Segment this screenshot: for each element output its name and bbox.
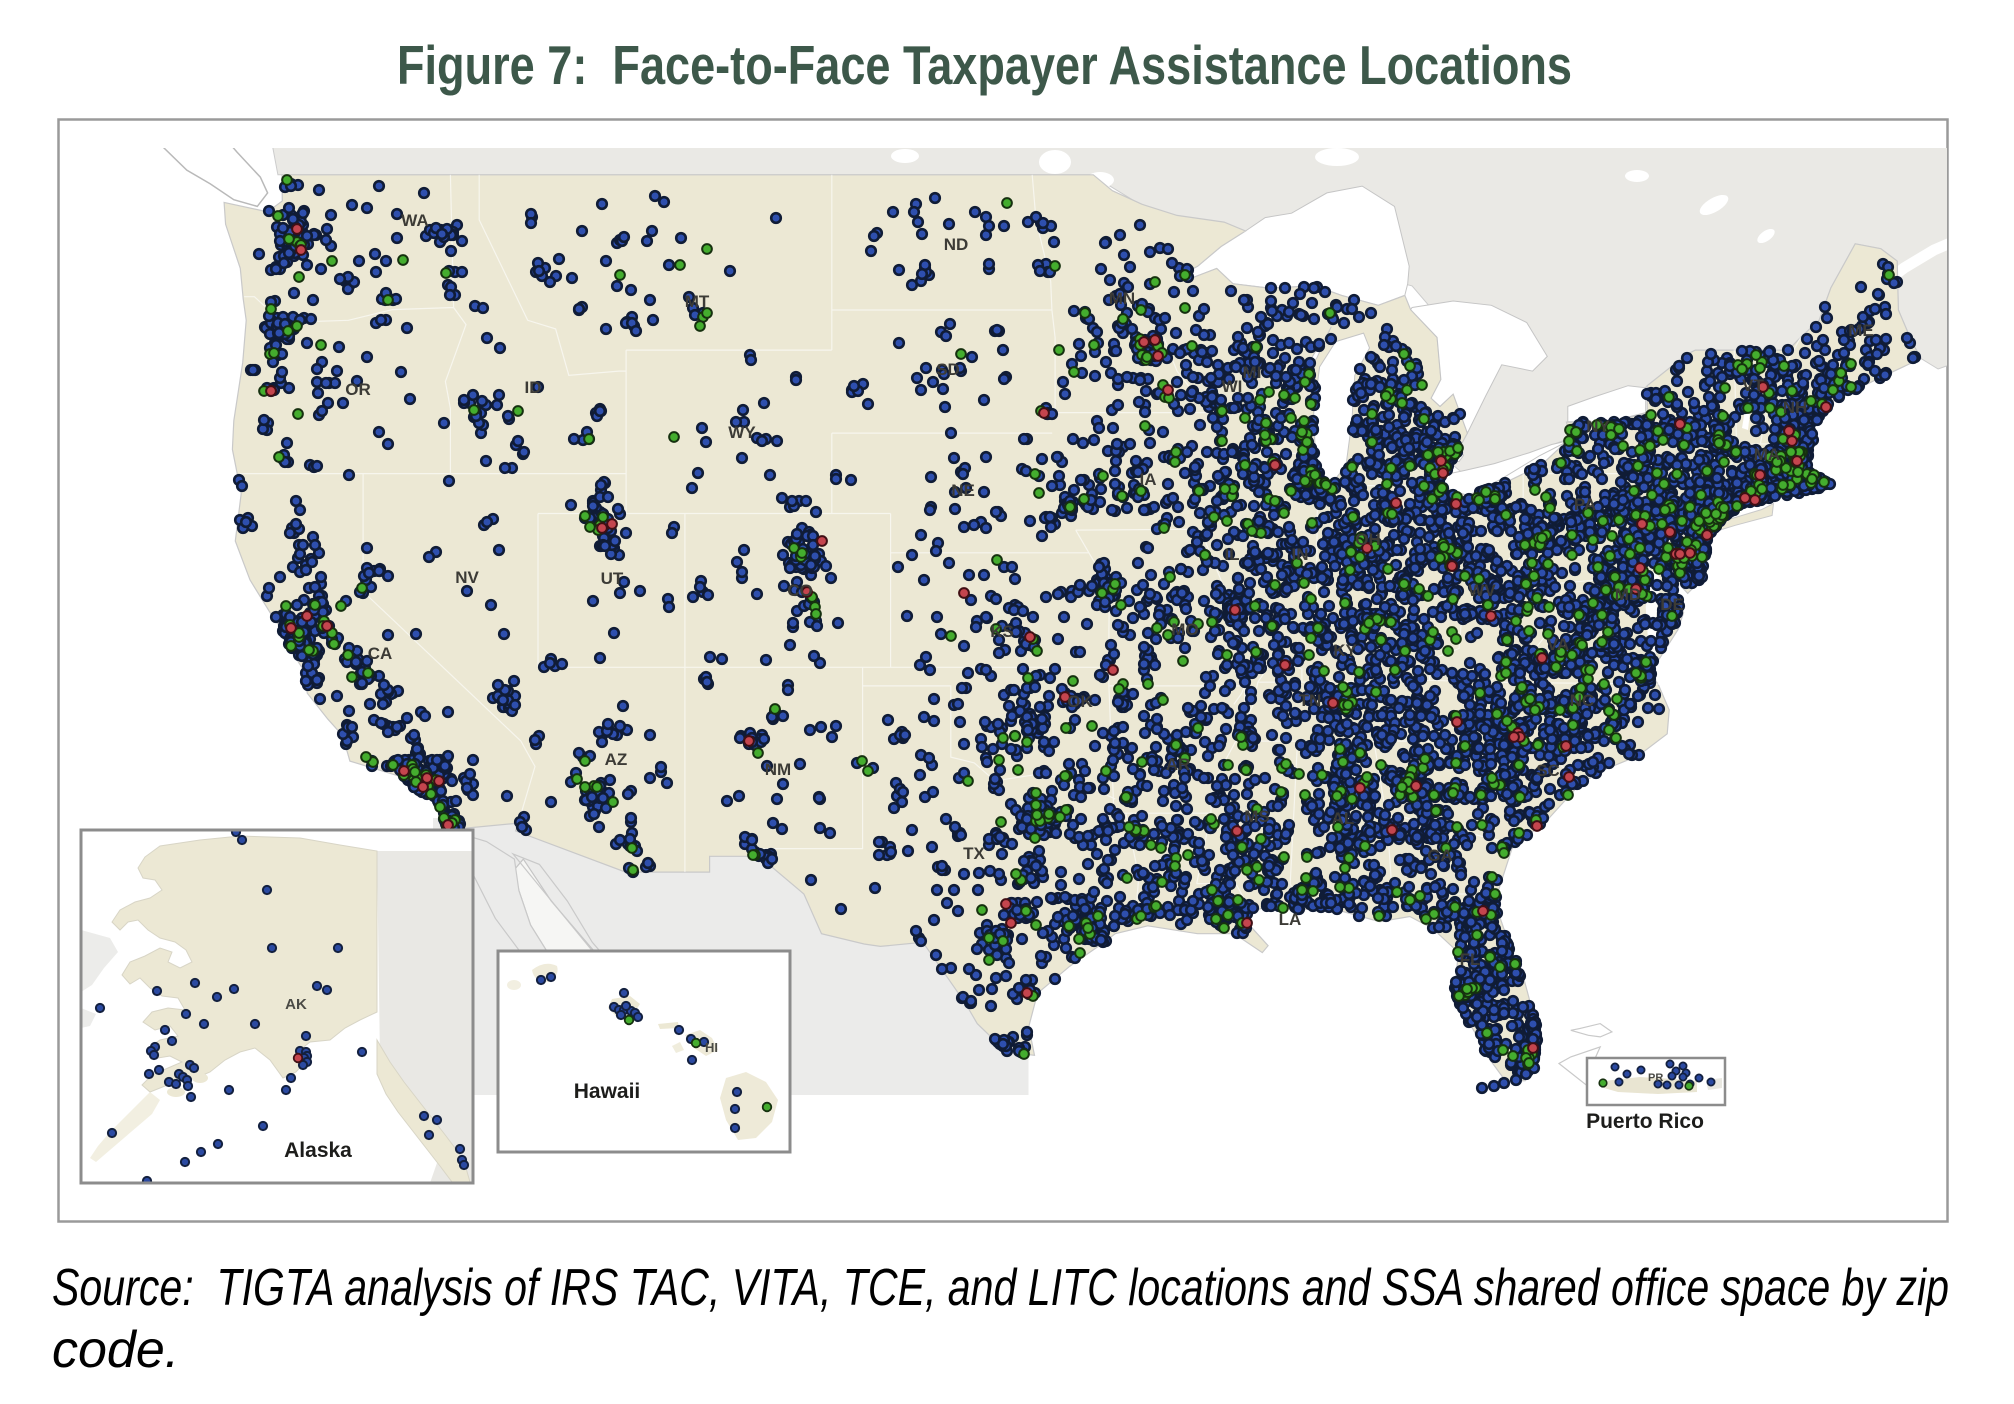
svg-text:Figure 7: Face-to-Face Taxpay: Figure 7: Face-to-Face Taxpayer Assistan… bbox=[397, 34, 1572, 96]
